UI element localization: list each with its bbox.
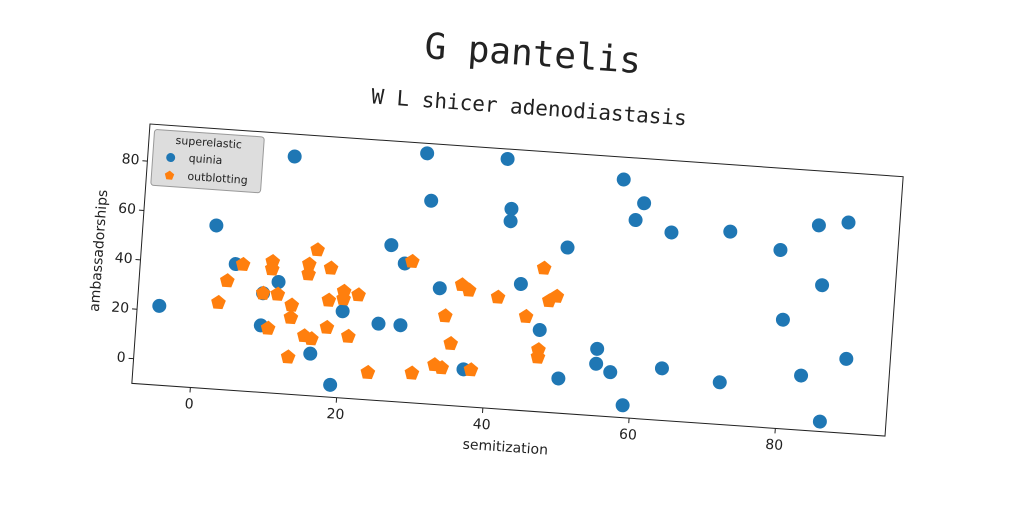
- scatter-point: [518, 308, 534, 324]
- scatter-point: [393, 318, 408, 333]
- scatter-point: [283, 309, 299, 325]
- scatter-point: [513, 276, 528, 291]
- y-tick-label: 0: [116, 350, 126, 367]
- scatter-point: [384, 238, 399, 253]
- scatter-point: [628, 213, 643, 228]
- scatter-point: [371, 316, 386, 331]
- scatter-point: [500, 151, 515, 166]
- scatter-point: [404, 365, 420, 380]
- scatter-point: [504, 201, 519, 216]
- scatter-point: [220, 273, 235, 288]
- scatter-point: [255, 285, 271, 300]
- scatter-point: [664, 225, 679, 240]
- scatter-point: [811, 218, 826, 233]
- scatter-point: [794, 368, 809, 383]
- scatter-point: [336, 291, 352, 306]
- scatter-point: [360, 364, 376, 380]
- scatter-point: [280, 349, 296, 364]
- chart-subtitle: W L shicer adenodiastasis: [371, 84, 688, 130]
- scatter-point: [438, 308, 453, 323]
- x-axis-label: semitization: [462, 437, 548, 459]
- scatter-point: [323, 377, 338, 392]
- scatter-point: [284, 297, 300, 312]
- scatter-point: [209, 218, 224, 233]
- x-tick-label: 60: [618, 427, 637, 444]
- scatter-point: [432, 281, 447, 296]
- scatter-point: [301, 266, 316, 281]
- scatter-point: [560, 240, 575, 255]
- scatter-point: [271, 274, 286, 289]
- scatter-point: [420, 146, 435, 161]
- x-tick-label: 80: [765, 437, 784, 454]
- scatter-point: [815, 278, 830, 293]
- scatter-point: [589, 356, 604, 371]
- scatter-point: [341, 328, 356, 343]
- scatter-point: [351, 287, 366, 302]
- scatter-point: [235, 256, 251, 272]
- chart-body: G pantelis W L shicer adenodiastasis sem…: [87, 26, 904, 459]
- scatter-point: [310, 242, 325, 257]
- scatter-point: [335, 304, 350, 319]
- scatter-point: [773, 243, 788, 258]
- scatter-point: [319, 319, 335, 335]
- x-tick-label: 20: [326, 406, 345, 423]
- scatter-point: [321, 292, 337, 307]
- scatter-point: [463, 362, 479, 377]
- scatter-point: [443, 335, 459, 351]
- scatter-point: [812, 414, 827, 429]
- scatter-point: [530, 349, 546, 364]
- scatter-point: [603, 365, 618, 380]
- scatter-point: [536, 260, 552, 275]
- scatter-point: [434, 360, 450, 375]
- scatter-point: [264, 261, 280, 276]
- x-tick-label: 40: [472, 416, 491, 433]
- x-tick-label: 0: [184, 396, 194, 413]
- scatter-point: [616, 172, 631, 187]
- scatter-point: [590, 341, 605, 356]
- scatter-point: [637, 196, 652, 211]
- scatter-point: [424, 193, 439, 208]
- scatter-point: [654, 361, 669, 376]
- y-tick-label: 80: [121, 151, 140, 168]
- scatter-point: [532, 322, 547, 337]
- scatter-point: [405, 253, 420, 269]
- scatter-point: [287, 149, 302, 164]
- y-tick-label: 20: [111, 299, 130, 316]
- chart-title: G pantelis: [423, 26, 642, 82]
- plot-frame: [131, 123, 904, 437]
- legend-marker: [166, 153, 176, 163]
- legend-marker: [164, 170, 175, 180]
- scatter-point: [211, 294, 226, 310]
- scatter-point: [839, 351, 854, 366]
- y-axis-label: ambassadorships: [87, 189, 111, 312]
- scatter-point: [503, 214, 518, 229]
- scatter-point: [302, 256, 317, 271]
- scatter-point: [303, 346, 318, 361]
- scatter-point: [323, 260, 339, 275]
- scatter-point: [841, 215, 856, 230]
- scatter-point: [712, 375, 727, 390]
- scatter-point: [260, 320, 276, 335]
- legend-title: superelastic: [175, 134, 242, 152]
- legend-label: outblotting: [187, 170, 248, 187]
- legend-label: quinia: [188, 152, 223, 167]
- legend-box: [150, 129, 265, 194]
- scatter-point: [304, 331, 319, 346]
- y-tick-label: 60: [118, 201, 137, 218]
- scatter-point: [615, 398, 630, 413]
- scatter-point: [775, 312, 790, 327]
- scatter-point: [549, 288, 565, 303]
- scatter-point: [490, 289, 506, 304]
- scatter-point: [461, 282, 477, 297]
- y-tick-label: 40: [114, 250, 133, 267]
- scatter-point: [723, 224, 738, 239]
- scatter-point: [551, 371, 566, 386]
- scatter-point: [152, 298, 167, 313]
- scatter-point: [270, 286, 286, 301]
